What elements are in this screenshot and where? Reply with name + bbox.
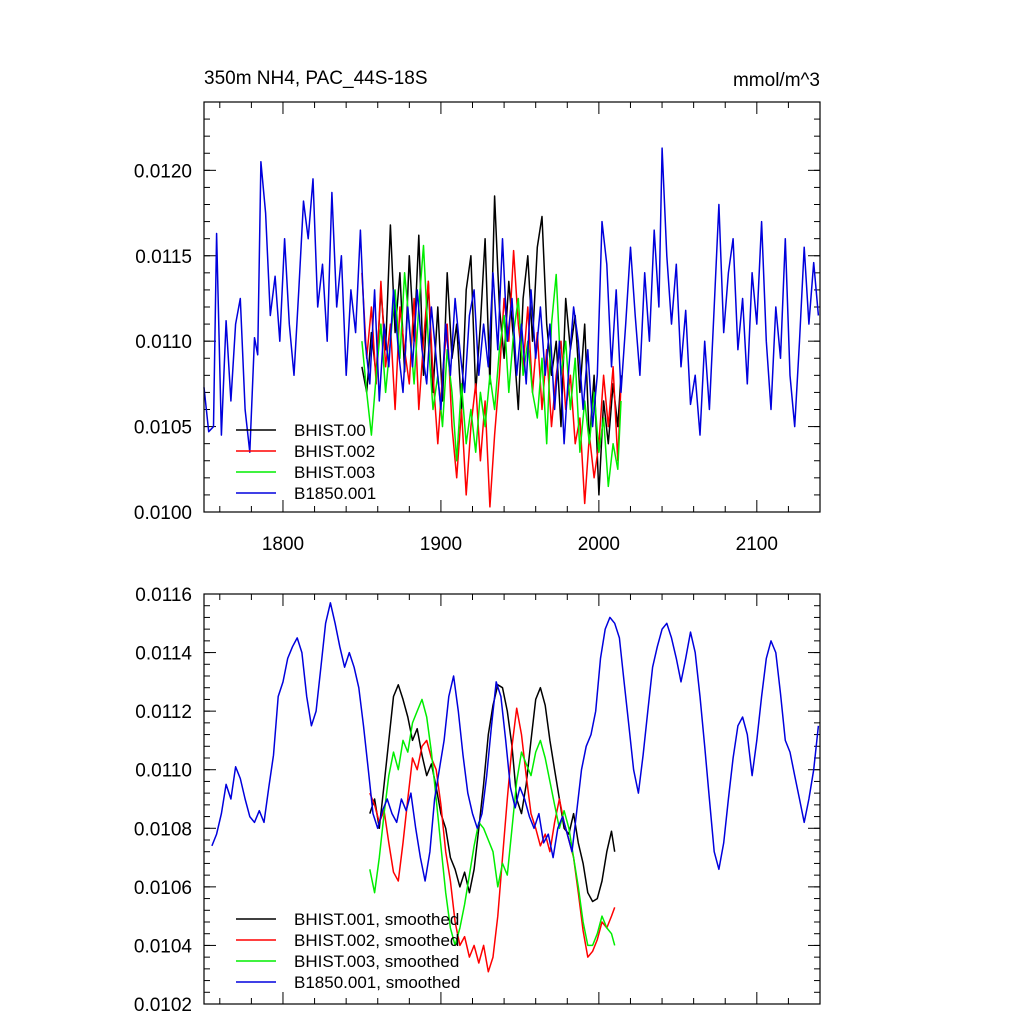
x-tick-label: 2000 [578,534,620,555]
y-tick-label: 0.0100 [134,503,192,524]
legend-label: BHIST.002, smoothed [294,931,459,950]
y-tick-label: 0.0102 [134,995,192,1016]
legend: BHIST.001, smoothed BHIST.002, smoothed BH… [236,910,460,992]
panel-title: 350m NH4, PAC_44S-18S [204,68,428,89]
axis-ticks [204,101,821,513]
y-tick-label: 0.0108 [134,819,192,840]
legend: BHIST.00 BHIST.002 BHIST.003 B1850.001 [236,421,376,503]
y-tick-label: 0.0120 [134,161,192,182]
series-line [203,147,820,453]
y-tick-label: 0.0114 [135,644,192,665]
series-lines [211,602,820,973]
y-tick-label: 0.0110 [135,332,192,353]
y-tick-label: 0.0105 [134,418,192,439]
tick-labels: 0.0102 0.0104 0.0106 0.0108 0.0110 0.0112 0.01… [134,585,193,1016]
legend-label: B1850.001 [294,484,376,503]
timeseries-panel-raw: 350m NH4, PAC_44S-18S mmol/m^3 0.01000.0… [134,68,821,555]
series-line [211,602,820,882]
plot-frame [203,101,821,513]
x-tick-label: 1900 [420,534,462,555]
y-tick-label: 0.0104 [134,936,193,957]
x-tick-label: 1800 [262,534,304,555]
legend-label: BHIST.002 [294,442,375,461]
legend-label: BHIST.001, smoothed [294,910,459,929]
timeseries-panel-smoothed: 0.0102 0.0104 0.0106 0.0108 0.0110 0.0112 0.01… [134,585,821,1016]
tick-labels: 0.0100 0.0105 0.0110 0.0115 0.0120 1800 1900 20… [134,161,778,555]
units-label: mmol/m^3 [733,70,820,91]
series-lines [203,147,820,508]
y-tick-label: 0.0112 [135,702,192,723]
y-tick-label: 0.0110 [135,761,192,782]
series-line [369,698,616,947]
y-tick-label: 0.0106 [134,878,192,899]
legend-label: BHIST.00 [294,421,366,440]
y-tick-label: 0.0115 [135,247,192,268]
plot-frame [203,593,821,1005]
legend-label: BHIST.003 [294,463,375,482]
series-line [361,244,622,488]
legend-label: BHIST.003, smoothed [294,952,459,971]
legend-label: B1850.001, smoothed [294,973,460,992]
x-tick-label: 2100 [736,534,778,555]
y-tick-label: 0.0116 [135,585,192,606]
